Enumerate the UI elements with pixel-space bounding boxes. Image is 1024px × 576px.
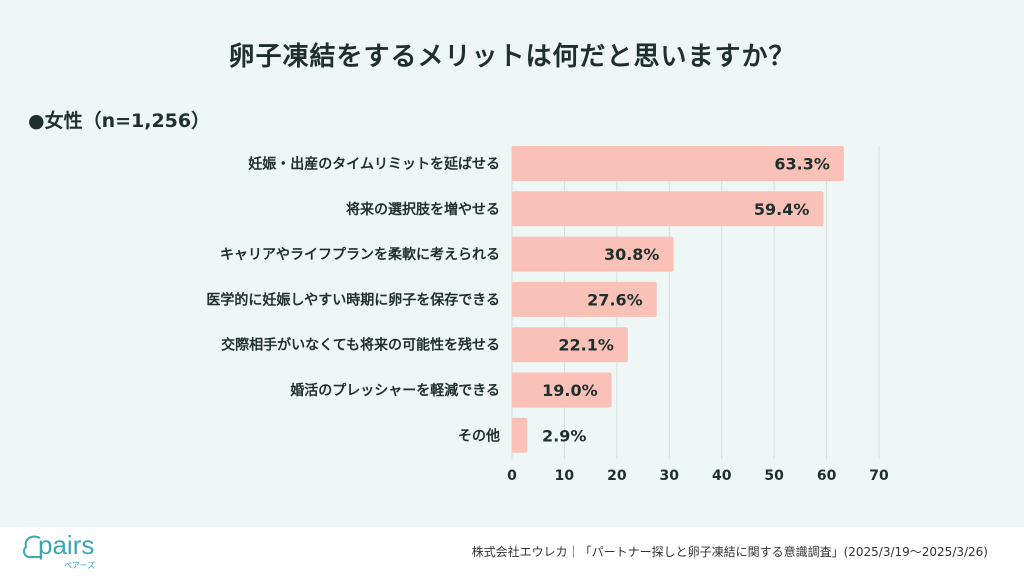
- data-label: 22.1%: [558, 336, 614, 355]
- bar: [512, 372, 612, 408]
- data-label: 63.3%: [774, 155, 830, 174]
- category-label: 医学的に妊娠しやすい時期に卵子を保存できる: [206, 291, 500, 308]
- source-note: 株式会社エウレカ｜「パートナー探しと卵子凍結に関する意識調査」(2025/3/1…: [471, 545, 988, 559]
- x-tick-label: 0: [507, 468, 517, 484]
- category-label: 交際相手がいなくても将来の可能性を残せる: [221, 337, 500, 354]
- data-label: 59.4%: [754, 200, 810, 219]
- bar-chart: 0 10 20 30 40 50 60 70 妊娠・出産のタイムリミットを延ばせる 63.3% 将来…: [206, 146, 889, 484]
- category-label: 将来の選択肢を増やせる: [346, 201, 500, 218]
- category-label: キャリアやライフプランを柔軟に考えられる: [220, 246, 500, 263]
- category-label: その他: [458, 427, 500, 444]
- chart-subtitle: ●女性（n=1,256）: [28, 110, 211, 132]
- pairs-logo-text: pairs: [38, 530, 95, 560]
- bar: [512, 327, 628, 363]
- pairs-logo-kana: ペアーズ: [64, 561, 96, 570]
- x-tick-label: 40: [712, 468, 732, 484]
- category-label: 妊娠・出産のタイムリミットを延ばせる: [248, 156, 500, 173]
- pairs-logo-cloud-icon: [22, 535, 42, 559]
- data-label: 2.9%: [542, 426, 586, 445]
- data-label: 30.8%: [604, 245, 660, 264]
- bar: [512, 281, 657, 317]
- bar: [512, 236, 674, 272]
- x-tick-label: 30: [660, 468, 680, 484]
- data-label: 19.0%: [542, 381, 598, 400]
- bar: [512, 146, 844, 181]
- x-tick-label: 10: [555, 468, 575, 484]
- x-tick-label: 60: [817, 468, 837, 484]
- chart-title: 卵子凍結をするメリットは何だと思いますか？: [228, 42, 796, 72]
- x-tick-label: 20: [607, 468, 627, 484]
- x-tick-label: 50: [764, 468, 784, 484]
- category-label: 婚活のプレッシャーを軽減できる: [290, 382, 500, 399]
- x-tick-label: 70: [869, 468, 889, 484]
- bar: [512, 417, 528, 453]
- bar: [512, 191, 824, 227]
- data-label: 27.6%: [587, 290, 643, 309]
